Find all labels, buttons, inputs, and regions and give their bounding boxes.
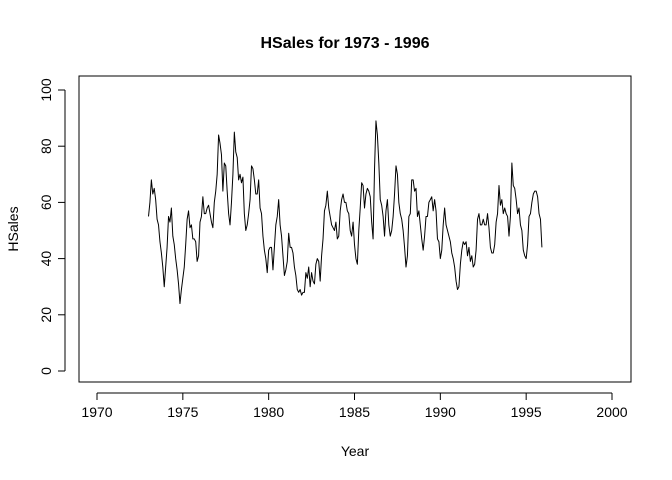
series-line-hsales xyxy=(148,120,543,305)
y-tick-label: 60 xyxy=(38,194,54,210)
y-axis: 0 20 40 60 80 100 xyxy=(38,78,66,375)
plot-frame xyxy=(78,75,632,383)
y-tick-label: 0 xyxy=(38,367,54,375)
x-tick-label: 1975 xyxy=(167,404,198,420)
x-tick-label: 1985 xyxy=(339,404,370,420)
y-tick-label: 20 xyxy=(38,307,54,323)
x-tick-label: 1995 xyxy=(511,404,542,420)
x-axis-label: Year xyxy=(341,443,370,459)
x-tick-label: 1970 xyxy=(81,404,112,420)
y-tick-label: 80 xyxy=(38,138,54,154)
y-axis-label: HSales xyxy=(5,206,21,251)
y-tick-label: 100 xyxy=(38,78,54,102)
y-tick-label: 40 xyxy=(38,251,54,267)
x-tick-label: 1990 xyxy=(425,404,456,420)
x-axis: 1970 1975 1980 1985 1990 1995 2000 xyxy=(81,392,628,420)
x-tick-label: 2000 xyxy=(596,404,627,420)
chart-title: HSales for 1973 - 1996 xyxy=(261,35,430,52)
x-tick-label: 1980 xyxy=(253,404,284,420)
